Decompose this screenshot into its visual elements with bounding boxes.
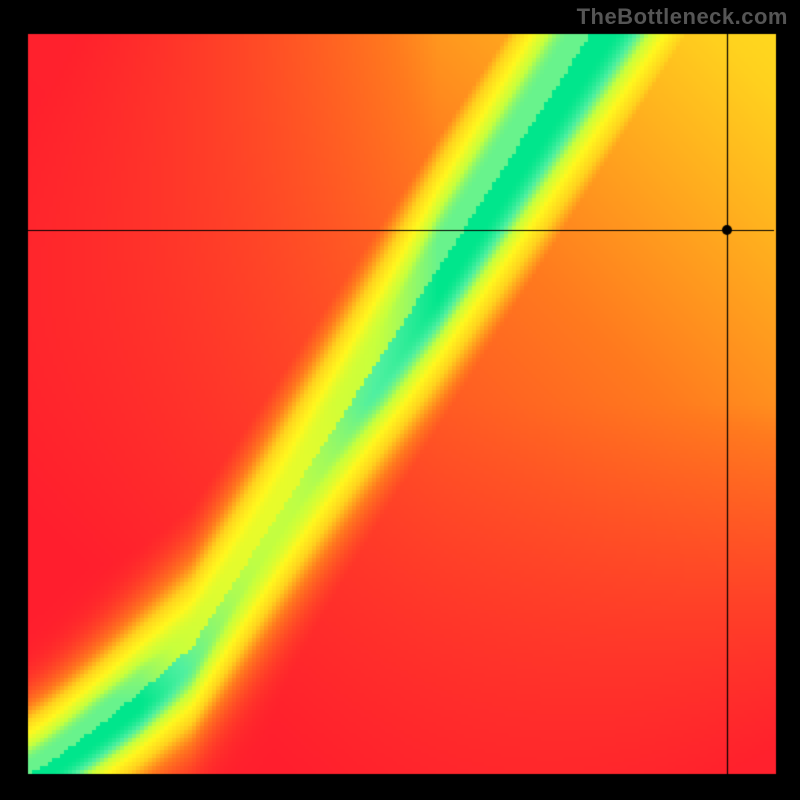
chart-container: TheBottleneck.com — [0, 0, 800, 800]
bottleneck-heatmap — [0, 0, 800, 800]
watermark-text: TheBottleneck.com — [577, 4, 788, 30]
